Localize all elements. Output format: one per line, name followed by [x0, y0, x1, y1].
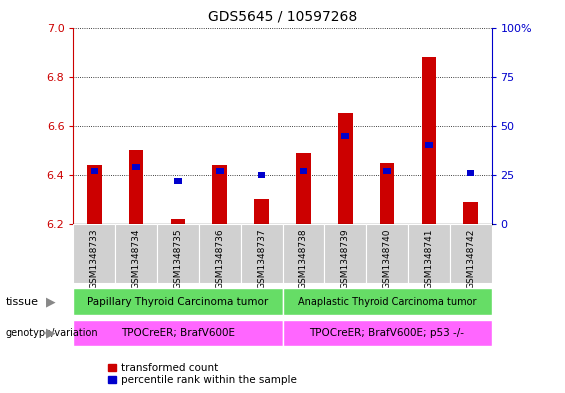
Text: GSM1348740: GSM1348740: [383, 229, 392, 289]
Text: TPOCreER; BrafV600E: TPOCreER; BrafV600E: [121, 328, 235, 338]
Bar: [212, 165, 227, 224]
Bar: [157, 224, 199, 283]
Text: GSM1348733: GSM1348733: [90, 229, 99, 289]
Bar: [425, 142, 433, 149]
Text: GSM1348735: GSM1348735: [173, 229, 182, 289]
Text: GSM1348737: GSM1348737: [257, 229, 266, 289]
Bar: [241, 224, 282, 283]
Bar: [129, 151, 144, 224]
Bar: [132, 164, 140, 170]
Bar: [299, 168, 307, 174]
Text: ▶: ▶: [46, 295, 56, 309]
Bar: [216, 168, 224, 174]
Bar: [408, 224, 450, 283]
Bar: [341, 132, 349, 139]
Bar: [87, 165, 102, 224]
Bar: [282, 320, 492, 346]
Text: GSM1348742: GSM1348742: [466, 229, 475, 289]
Bar: [467, 170, 475, 176]
Text: Papillary Thyroid Carcinoma tumor: Papillary Thyroid Carcinoma tumor: [88, 297, 268, 307]
Bar: [199, 224, 241, 283]
Text: GSM1348741: GSM1348741: [424, 229, 433, 289]
Text: Anaplastic Thyroid Carcinoma tumor: Anaplastic Thyroid Carcinoma tumor: [298, 297, 476, 307]
Text: GSM1348739: GSM1348739: [341, 229, 350, 289]
Text: GSM1348738: GSM1348738: [299, 229, 308, 289]
Title: GDS5645 / 10597268: GDS5645 / 10597268: [208, 9, 357, 24]
Bar: [383, 168, 391, 174]
Bar: [366, 224, 408, 283]
Bar: [282, 288, 492, 315]
Bar: [90, 168, 98, 174]
Bar: [296, 153, 311, 224]
Bar: [380, 163, 394, 224]
Text: TPOCreER; BrafV600E; p53 -/-: TPOCreER; BrafV600E; p53 -/-: [310, 328, 464, 338]
Text: ▶: ▶: [46, 327, 56, 340]
Bar: [73, 288, 282, 315]
Bar: [338, 114, 353, 224]
Text: tissue: tissue: [6, 297, 38, 307]
Bar: [73, 224, 115, 283]
Bar: [282, 224, 324, 283]
Bar: [421, 57, 436, 224]
Text: genotype/variation: genotype/variation: [6, 328, 98, 338]
Text: GSM1348734: GSM1348734: [132, 229, 141, 289]
Bar: [73, 320, 282, 346]
Bar: [463, 202, 478, 224]
Bar: [171, 219, 185, 224]
Bar: [450, 224, 492, 283]
Bar: [115, 224, 157, 283]
Bar: [258, 172, 266, 178]
Bar: [254, 200, 269, 224]
Bar: [174, 178, 182, 184]
Bar: [324, 224, 366, 283]
Text: GSM1348736: GSM1348736: [215, 229, 224, 289]
Legend: transformed count, percentile rank within the sample: transformed count, percentile rank withi…: [103, 359, 301, 389]
